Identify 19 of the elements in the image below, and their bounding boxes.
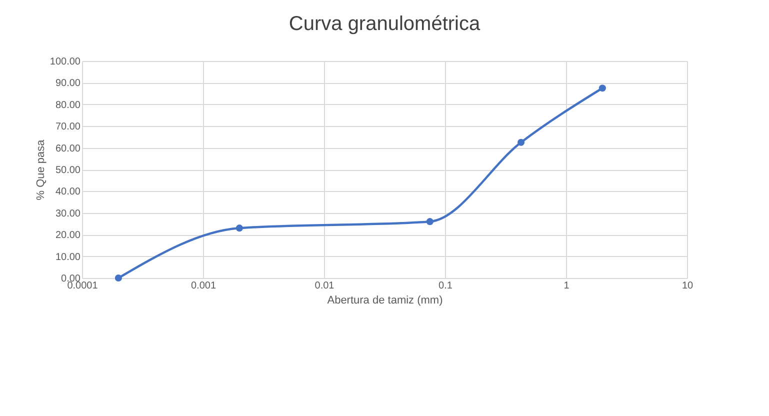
x-axis-title: Abertura de tamiz (mm) [327, 294, 443, 306]
y-tick-label: 100.00 [50, 56, 81, 68]
x-tick-label: 10 [682, 280, 694, 292]
y-tick-label: 50.00 [55, 165, 81, 176]
y-tick-label: 40.00 [55, 186, 81, 198]
y-tick-label: 70.00 [55, 122, 81, 133]
y-axis-title: % Que pasa [34, 138, 47, 200]
y-tick-label: 10.00 [55, 252, 81, 263]
y-tick-label: 30.00 [55, 208, 81, 220]
y-tick-label: 80.00 [55, 100, 81, 111]
x-tick-label: 0.001 [190, 280, 216, 292]
x-tick-label: 0.0001 [67, 280, 98, 292]
x-tick-label: 0.01 [314, 280, 335, 292]
x-tick-label: 1 [564, 280, 570, 292]
y-tick-label: 60.00 [55, 143, 81, 154]
y-tick-label: 20.00 [55, 230, 81, 242]
chart-title: Curva granulométrica [288, 13, 481, 35]
y-tick-label: 90.00 [55, 78, 81, 90]
x-tick-label: 0.1 [438, 280, 453, 292]
